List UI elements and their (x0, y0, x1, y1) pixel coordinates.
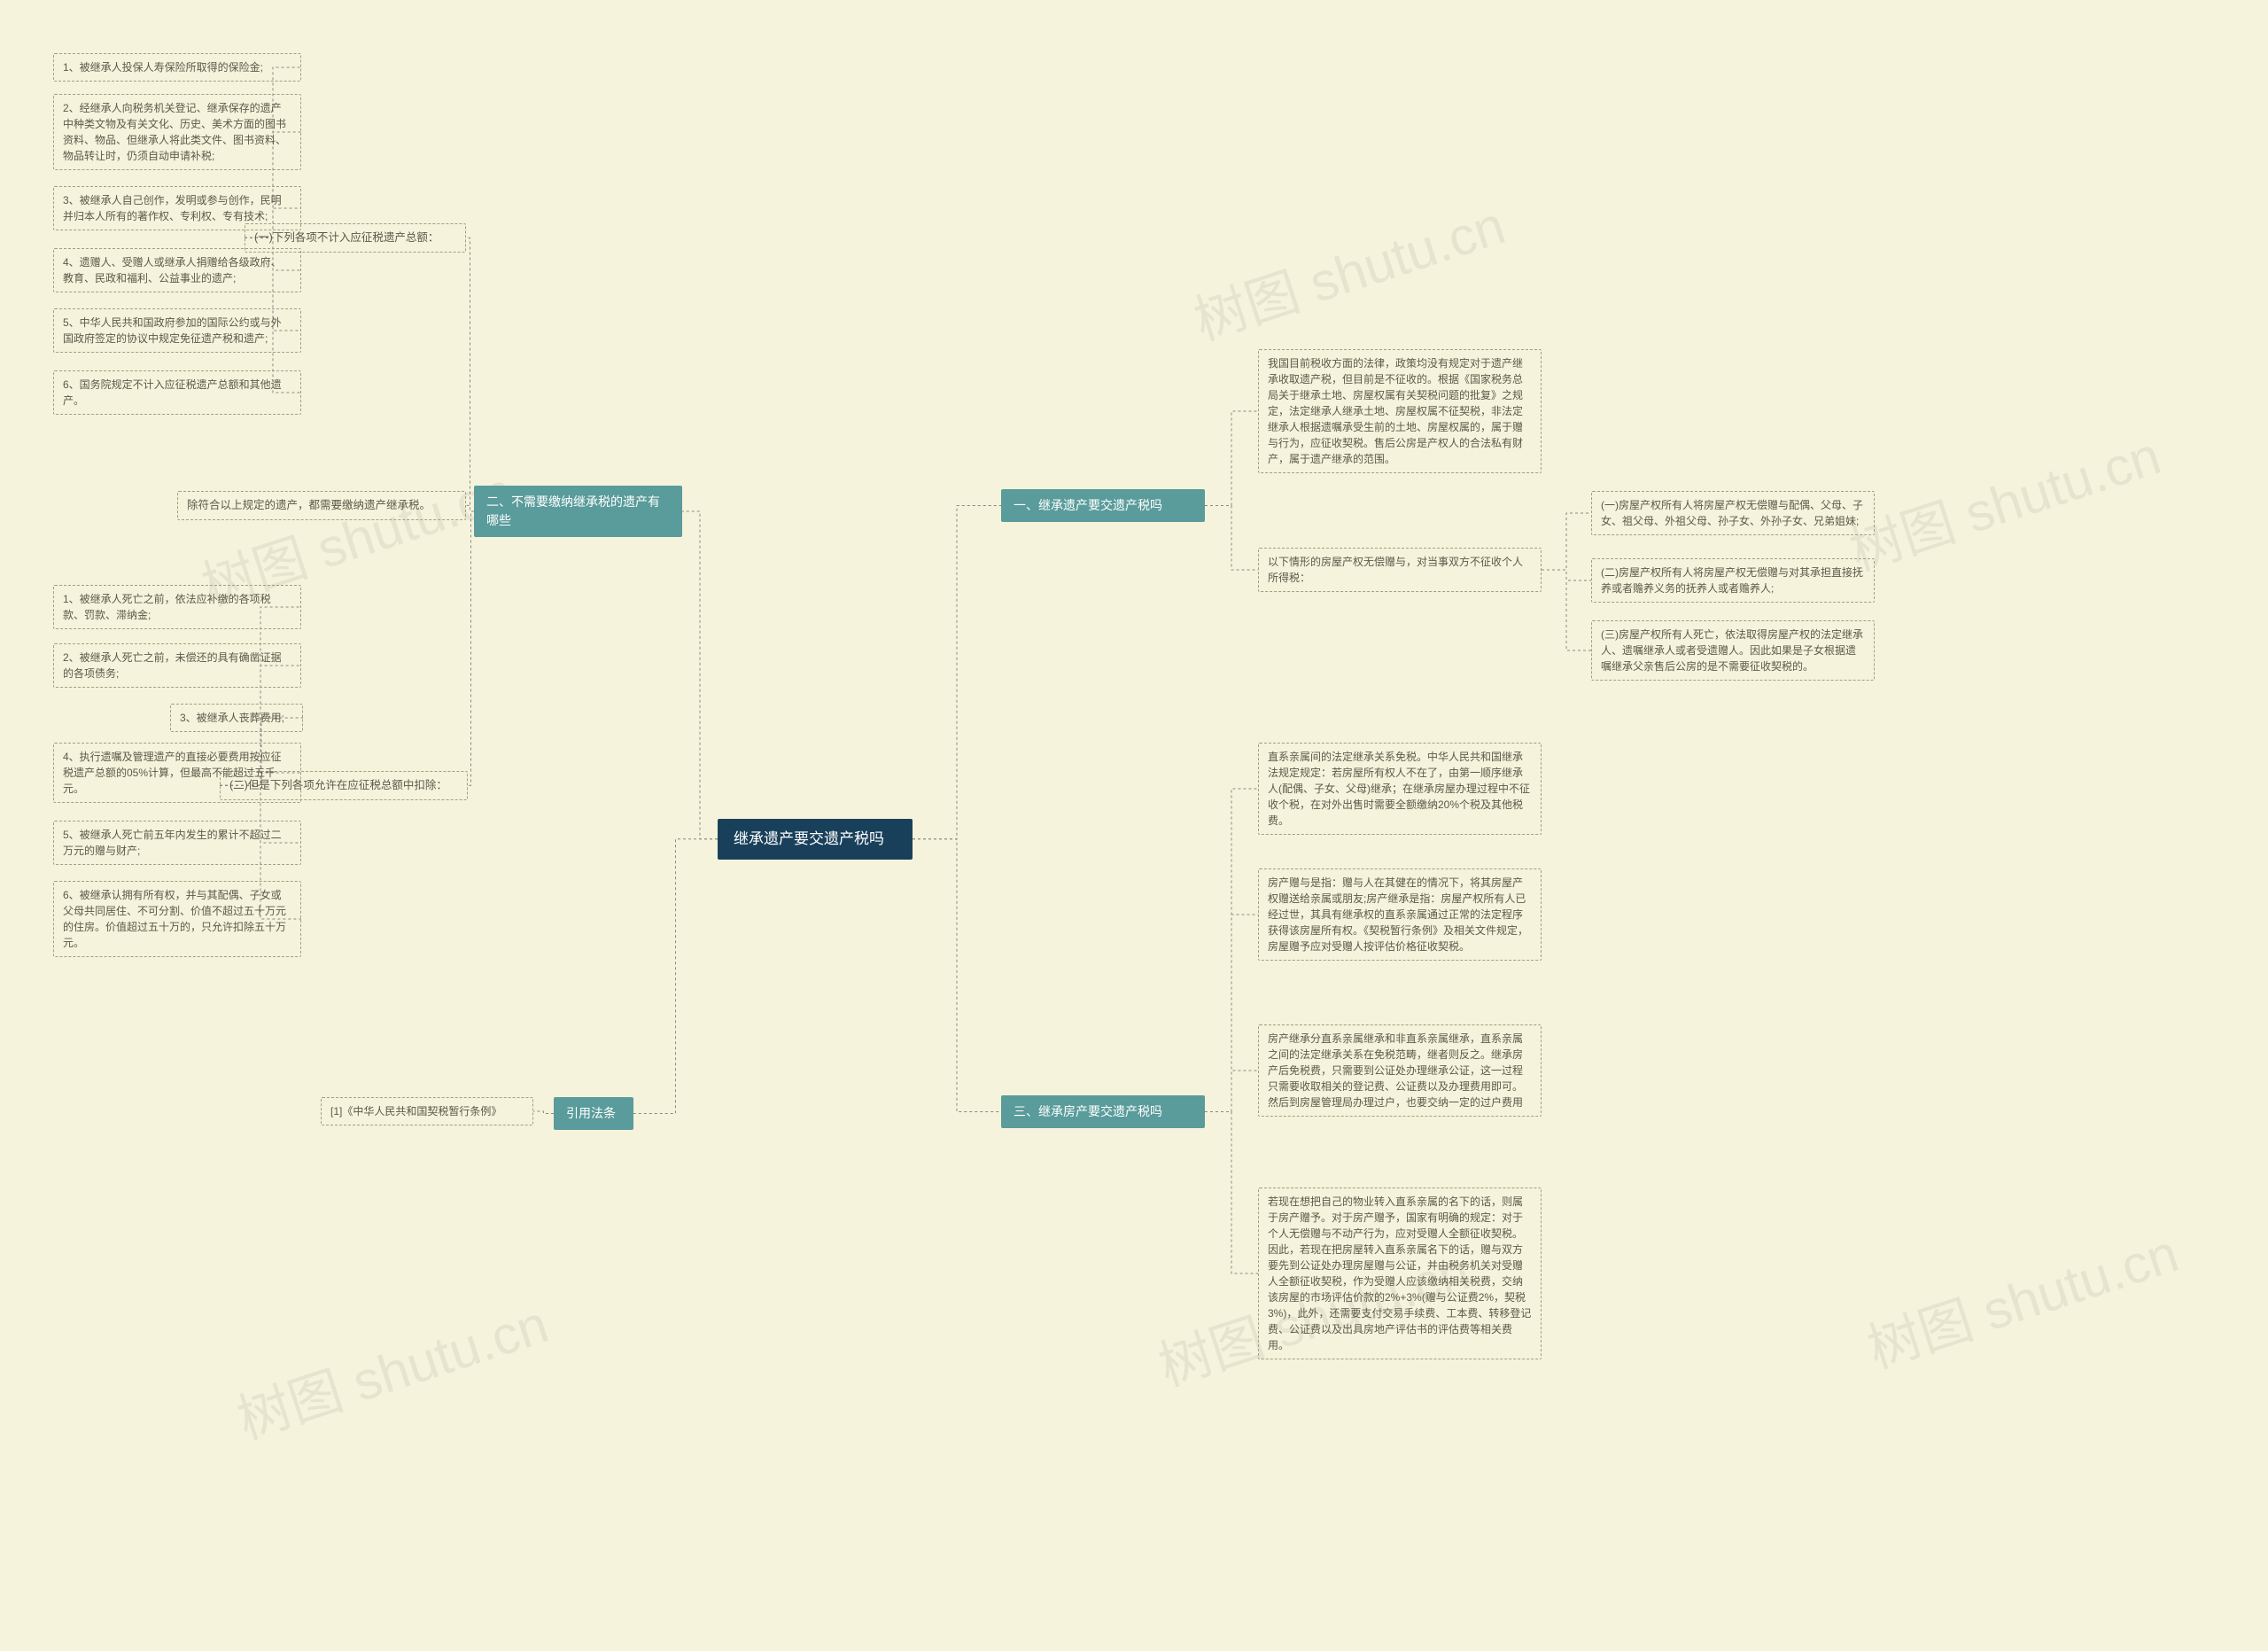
leaf-l2c3[interactable]: 3、被继承人丧葬费用; (170, 704, 303, 732)
leaf-r1b3[interactable]: (三)房屋产权所有人死亡，依法取得房屋产权的法定继承人、遗嘱继承人或者受遗赠人。… (1591, 620, 1875, 681)
branch-3[interactable]: 三、继承房产要交遗产税吗 (1001, 1095, 1205, 1128)
leaf-l2a6[interactable]: 6、国务院规定不计入应征税遗产总额和其他遗产。 (53, 370, 301, 415)
leaf-r1a[interactable]: 我国目前税收方面的法律，政策均没有规定对于遗产继承收取遗产税，但目前是不征收的。… (1258, 349, 1542, 473)
leaf-r3a[interactable]: 直系亲属间的法定继承关系免税。中华人民共和国继承法规定规定：若房屋所有权人不在了… (1258, 743, 1542, 835)
root-node[interactable]: 继承遗产要交遗产税吗 (718, 819, 913, 860)
sub-l2b[interactable]: 除符合以上规定的遗产，都需要缴纳遗产继承税。 (177, 491, 466, 520)
watermark: 树图 shutu.cn (226, 1281, 556, 1454)
branch-2[interactable]: 二、不需要缴纳继承税的遗产有哪些 (474, 486, 682, 537)
leaf-l2a5[interactable]: 5、中华人民共和国政府参加的国际公约或与外国政府签定的协议中规定免征遗产税和遗产… (53, 308, 301, 353)
leaf-l2c6[interactable]: 6、被继承认拥有所有权，并与其配偶、子女或父母共同居住、不可分割、价值不超过五十… (53, 881, 301, 957)
leaf-l2c4[interactable]: 4、执行遗嘱及管理遗产的直接必要费用按应征税遗产总额的05%计算，但最高不能超过… (53, 743, 301, 803)
leaf-l2a4[interactable]: 4、遗赠人、受赠人或继承人捐赠给各级政府、教育、民政和福利、公益事业的遗产; (53, 248, 301, 292)
leaf-l2a2[interactable]: 2、经继承人向税务机关登记、继承保存的遗产中种类文物及有关文化、历史、美术方面的… (53, 94, 301, 170)
leaf-l2a3[interactable]: 3、被继承人自己创作，发明或参与创作，民明并归本人所有的著作权、专利权、专有技术… (53, 186, 301, 230)
leaf-l2a1[interactable]: 1、被继承人投保人寿保险所取得的保险金; (53, 53, 301, 82)
branch-1[interactable]: 一、继承遗产要交遗产税吗 (1001, 489, 1205, 522)
leaf-r3c[interactable]: 房产继承分直系亲属继承和非直系亲属继承，直系亲属之间的法定继承关系在免税范畴，继… (1258, 1024, 1542, 1117)
watermark: 树图 shutu.cn (1856, 1211, 2186, 1383)
mindmap-canvas: { "colors": { "background": "#f5f3db", "… (0, 0, 2268, 1651)
watermark: 树图 shutu.cn (1183, 183, 1513, 355)
leaf-r3d[interactable]: 若现在想把自己的物业转入直系亲属的名下的话，则属于房产赠予。对于房产赠予，国家有… (1258, 1188, 1542, 1359)
leaf-l2c1[interactable]: 1、被继承人死亡之前，依法应补缴的各项税款、罚款、滞纳金; (53, 585, 301, 629)
leaf-l2c5[interactable]: 5、被继承人死亡前五年内发生的累计不超过二万元的赠与财产; (53, 821, 301, 865)
leaf-r1b1[interactable]: (一)房屋产权所有人将房屋产权无偿赠与配偶、父母、子女、祖父母、外祖父母、孙子女… (1591, 491, 1875, 535)
leaf-r3b[interactable]: 房产赠与是指：赠与人在其健在的情况下，将其房屋产权赠送给亲属或朋友;房产继承是指… (1258, 868, 1542, 961)
leaf-r1b[interactable]: 以下情形的房屋产权无偿赠与，对当事双方不征收个人所得税： (1258, 548, 1542, 592)
leaf-r1b2[interactable]: (二)房屋产权所有人将房屋产权无偿赠与对其承担直接抚养或者赡养义务的抚养人或者赡… (1591, 558, 1875, 603)
branch-cite[interactable]: 引用法条 (554, 1097, 633, 1130)
leaf-l2c2[interactable]: 2、被继承人死亡之前，未偿还的具有确凿证据的各项债务; (53, 643, 301, 688)
watermark: 树图 shutu.cn (1838, 413, 2169, 586)
leaf-l4a[interactable]: [1]《中华人民共和国契税暂行条例》 (321, 1097, 533, 1125)
